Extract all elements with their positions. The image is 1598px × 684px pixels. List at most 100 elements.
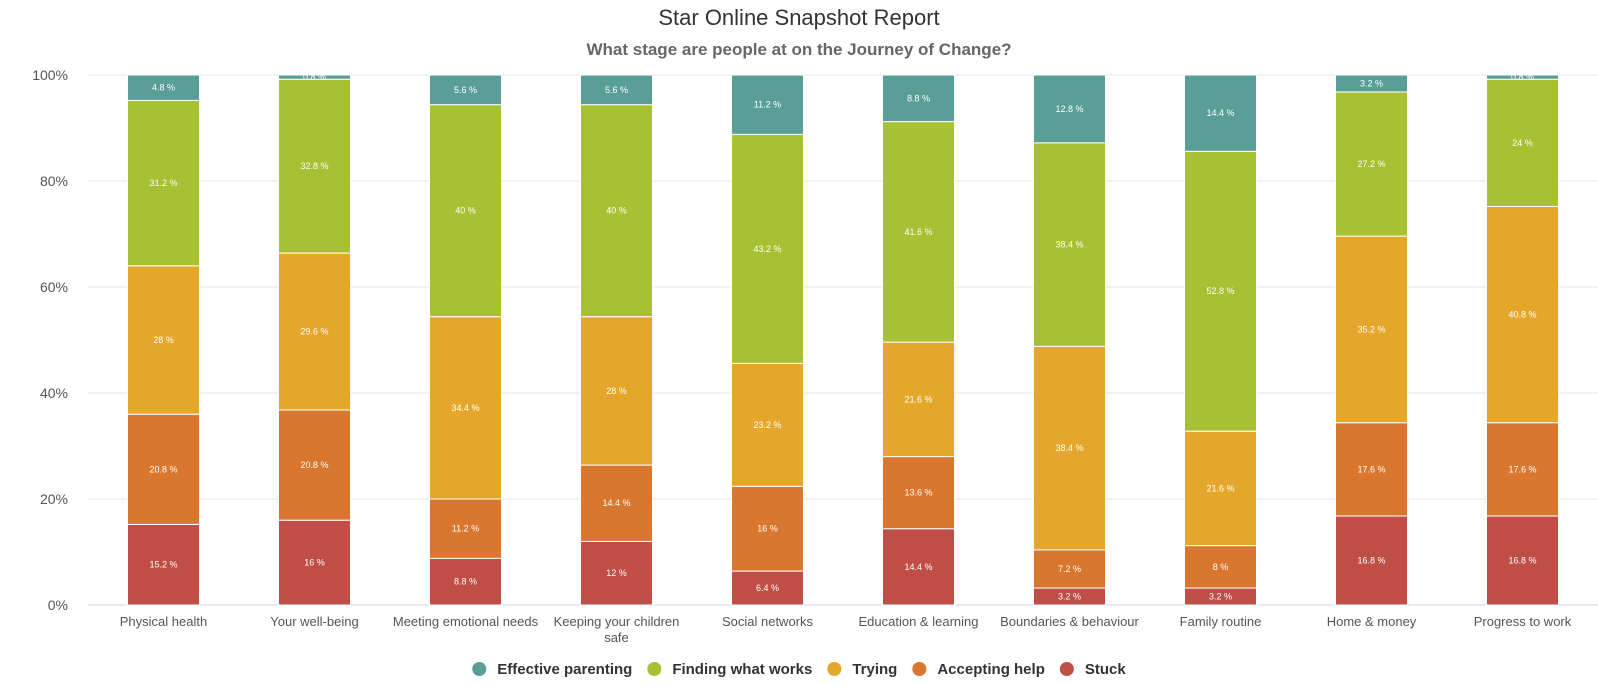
data-label: 14.4 % bbox=[904, 562, 932, 572]
x-tick-label: Family routine bbox=[1180, 614, 1262, 629]
data-label: 11.2 % bbox=[754, 100, 781, 110]
bar-segment[interactable] bbox=[1033, 74, 1106, 144]
chart-title: Star Online Snapshot Report bbox=[658, 5, 939, 30]
bar-segment[interactable] bbox=[1033, 549, 1106, 589]
legend-item[interactable]: Accepting help bbox=[912, 661, 1045, 678]
data-label: 5.6 % bbox=[605, 85, 628, 95]
legend-label: Effective parenting bbox=[497, 661, 632, 678]
bar-segment[interactable] bbox=[1486, 78, 1559, 207]
bar-segment[interactable] bbox=[127, 74, 200, 101]
data-label: 21.6 % bbox=[1206, 483, 1234, 493]
bar-segment[interactable] bbox=[580, 540, 653, 606]
bar-segment[interactable] bbox=[1486, 205, 1559, 424]
legend-item[interactable]: Trying bbox=[827, 661, 897, 678]
bar-segment[interactable] bbox=[580, 464, 653, 542]
bar-segment[interactable] bbox=[1184, 430, 1257, 547]
bar-segment[interactable] bbox=[127, 265, 200, 415]
legend-marker bbox=[912, 662, 927, 676]
data-label: 5.6 % bbox=[454, 85, 477, 95]
bar-segment[interactable] bbox=[731, 570, 804, 606]
data-label: 32.8 % bbox=[300, 161, 328, 171]
bar-segment[interactable] bbox=[580, 316, 653, 466]
data-label: 52.8 % bbox=[1206, 286, 1234, 296]
bar-segment[interactable] bbox=[1184, 545, 1257, 589]
legend-item[interactable]: Finding what works bbox=[647, 661, 812, 678]
bar-segment[interactable] bbox=[278, 519, 351, 606]
data-label: 7.2 % bbox=[1058, 564, 1081, 574]
bar-segment[interactable] bbox=[429, 316, 502, 500]
x-tick-label: Home & money bbox=[1327, 614, 1417, 629]
legend-marker bbox=[647, 662, 662, 676]
y-tick-label: 100% bbox=[32, 67, 68, 83]
bar-segment[interactable] bbox=[580, 74, 653, 106]
x-tick-label: Education & learning bbox=[859, 614, 979, 629]
x-tick-label: Your well-being bbox=[270, 614, 358, 629]
data-label: 23.2 % bbox=[753, 420, 781, 430]
bar-segment[interactable] bbox=[882, 456, 955, 530]
bar-segment[interactable] bbox=[1335, 74, 1408, 93]
bar-segment[interactable] bbox=[731, 362, 804, 487]
bar-segment[interactable] bbox=[127, 413, 200, 525]
data-label: 38.4 % bbox=[1055, 443, 1083, 453]
bar-segment[interactable] bbox=[1184, 74, 1257, 152]
bar-segment[interactable] bbox=[731, 485, 804, 572]
data-label: 12.8 % bbox=[1055, 104, 1083, 114]
bar-segment[interactable] bbox=[1486, 422, 1559, 517]
bar-segment[interactable] bbox=[1486, 74, 1559, 80]
x-tick-label: Meeting emotional needs bbox=[393, 614, 539, 629]
x-tick-label: Physical health bbox=[120, 614, 207, 629]
x-tick-label: Progress to work bbox=[1474, 614, 1572, 629]
data-label: 16 % bbox=[304, 558, 325, 568]
bar-segment[interactable] bbox=[731, 133, 804, 364]
bar-segment[interactable] bbox=[882, 74, 955, 123]
bar-segment[interactable] bbox=[429, 74, 502, 106]
data-labels: 15.2 % 20.8 % 28 % 31.2 % 4.8 % 16 % 20.8 % 29.… bbox=[149, 72, 1536, 601]
bar-segment[interactable] bbox=[882, 341, 955, 458]
legend-marker bbox=[1059, 662, 1074, 676]
legend-label: Finding what works bbox=[672, 661, 812, 678]
data-label: 8.8 % bbox=[907, 93, 930, 103]
data-label: 28 % bbox=[153, 335, 174, 345]
data-label: 4.8 % bbox=[152, 83, 175, 93]
bar-segment[interactable] bbox=[1033, 142, 1106, 347]
bar-segment[interactable] bbox=[278, 409, 351, 521]
data-label: 11.2 % bbox=[452, 524, 479, 534]
legend-marker bbox=[827, 662, 842, 676]
data-label: 16.8 % bbox=[1357, 555, 1385, 565]
bar-segment[interactable] bbox=[429, 498, 502, 559]
data-label: 16.8 % bbox=[1508, 555, 1536, 565]
data-label: 43.2 % bbox=[753, 244, 781, 254]
bar-segment[interactable] bbox=[882, 121, 955, 343]
data-label: 31.2 % bbox=[149, 178, 177, 188]
bar-segment[interactable] bbox=[278, 252, 351, 411]
data-label: 0.8 % bbox=[1511, 72, 1534, 82]
bar-segment[interactable] bbox=[127, 523, 200, 606]
data-label: 28 % bbox=[606, 386, 627, 396]
legend-item[interactable]: Effective parenting bbox=[472, 661, 632, 678]
bar-segment[interactable] bbox=[882, 528, 955, 606]
bar-segment[interactable] bbox=[429, 104, 502, 318]
y-tick-label: 20% bbox=[40, 491, 68, 507]
bar-segment[interactable] bbox=[731, 74, 804, 135]
legend-item[interactable]: Stuck bbox=[1059, 661, 1127, 678]
y-tick-label: 40% bbox=[40, 385, 68, 401]
data-label: 17.6 % bbox=[1357, 464, 1385, 474]
bar-segment[interactable] bbox=[1033, 345, 1106, 551]
bar-segment[interactable] bbox=[278, 74, 351, 80]
x-tick-label: safe bbox=[604, 630, 629, 645]
data-label: 14.4 % bbox=[602, 498, 630, 508]
data-label: 24 % bbox=[1512, 138, 1533, 148]
data-label: 29.6 % bbox=[300, 327, 328, 337]
bar-segment[interactable] bbox=[278, 78, 351, 254]
legend-label: Trying bbox=[852, 661, 897, 678]
legend-label: Accepting help bbox=[937, 661, 1045, 678]
bar-segment[interactable] bbox=[1486, 515, 1559, 606]
data-label: 21.6 % bbox=[904, 394, 932, 404]
x-tick-label: Social networks bbox=[722, 614, 814, 629]
data-label: 13.6 % bbox=[904, 488, 932, 498]
y-tick-label: 0% bbox=[48, 597, 68, 613]
data-label: 6.4 % bbox=[756, 583, 779, 593]
bar-segment[interactable] bbox=[580, 104, 653, 318]
data-label: 3.2 % bbox=[1360, 78, 1383, 88]
